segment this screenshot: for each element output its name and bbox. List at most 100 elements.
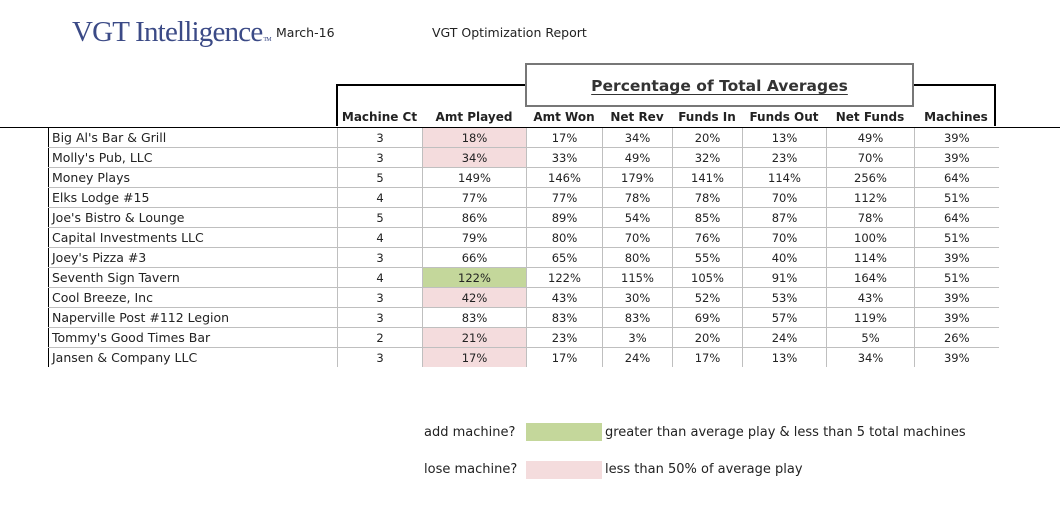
funds-out-cell: 53%: [742, 287, 827, 308]
net-rev-cell: 179%: [602, 167, 673, 188]
table-row: Naperville Post #112 Legion 3 83% 83% 83% 69%…: [48, 307, 999, 328]
funds-in-cell: 78%: [672, 187, 743, 208]
funds-out-cell: 87%: [742, 207, 827, 228]
amt-played-cell: 79%: [422, 227, 527, 248]
net-rev-cell: 49%: [602, 147, 673, 168]
location-name-cell: Cool Breeze, Inc: [48, 287, 338, 308]
legend-lose-swatch: [526, 461, 602, 479]
amt-played-cell: 83%: [422, 307, 527, 328]
machine-ct-cell: 3: [337, 347, 423, 367]
table-body: Big Al's Bar & Grill 3 18% 17% 34% 20% 13% 49% 3…: [48, 128, 999, 367]
machines-cell: 51%: [914, 267, 999, 288]
location-name-cell: Money Plays: [48, 167, 338, 188]
location-name-cell: Joe's Bistro & Lounge: [48, 207, 338, 228]
location-name-cell: Tommy's Good Times Bar: [48, 327, 338, 348]
machine-ct-cell: 4: [337, 267, 423, 288]
net-funds-cell: 164%: [826, 267, 915, 288]
net-rev-cell: 34%: [602, 128, 673, 148]
col-header-machine-ct: Machine Ct: [341, 110, 418, 124]
funds-out-cell: 70%: [742, 187, 827, 208]
amt-won-cell: 89%: [526, 207, 603, 228]
funds-in-cell: 55%: [672, 247, 743, 268]
machines-cell: 64%: [914, 207, 999, 228]
funds-out-cell: 40%: [742, 247, 827, 268]
report-date: March-16: [276, 25, 335, 40]
table-row: Molly's Pub, LLC 3 34% 33% 49% 32% 23% 70% 39%: [48, 147, 999, 168]
funds-in-cell: 20%: [672, 327, 743, 348]
amt-won-cell: 33%: [526, 147, 603, 168]
funds-in-cell: 76%: [672, 227, 743, 248]
amt-played-cell: 149%: [422, 167, 527, 188]
amt-won-cell: 83%: [526, 307, 603, 328]
machines-cell: 39%: [914, 307, 999, 328]
funds-in-cell: 32%: [672, 147, 743, 168]
logo-text: VGT Intelligence: [72, 16, 263, 48]
amt-played-cell: 42%: [422, 287, 527, 308]
net-funds-cell: 100%: [826, 227, 915, 248]
funds-out-cell: 57%: [742, 307, 827, 328]
logo-trademark: TM: [263, 37, 271, 43]
net-rev-cell: 3%: [602, 327, 673, 348]
table-row: Money Plays 5 149% 146% 179% 141% 114% 256% 64%: [48, 167, 999, 188]
amt-played-cell: 18%: [422, 128, 527, 148]
machine-ct-cell: 3: [337, 147, 423, 168]
location-name-cell: Seventh Sign Tavern: [48, 267, 338, 288]
location-name-cell: Jansen & Company LLC: [48, 347, 338, 367]
funds-out-cell: 114%: [742, 167, 827, 188]
funds-in-cell: 69%: [672, 307, 743, 328]
table-row: Jansen & Company LLC 3 17% 17% 24% 17% 13% 34% 3…: [48, 347, 999, 367]
funds-out-cell: 13%: [742, 347, 827, 367]
table-row: Cool Breeze, Inc 3 42% 43% 30% 52% 53% 43% 39%: [48, 287, 999, 308]
amt-won-cell: 146%: [526, 167, 603, 188]
col-header-net-funds: Net Funds: [835, 110, 905, 124]
table-row: Seventh Sign Tavern 4 122% 122% 115% 105% 91% 1…: [48, 267, 999, 288]
funds-out-cell: 24%: [742, 327, 827, 348]
col-header-amt-won: Amt Won: [533, 110, 595, 124]
legend-add-text: greater than average play & less than 5 …: [605, 425, 966, 440]
location-name-cell: Joey's Pizza #3: [48, 247, 338, 268]
machine-ct-cell: 3: [337, 128, 423, 148]
machines-cell: 39%: [914, 347, 999, 367]
machine-ct-cell: 4: [337, 227, 423, 248]
machines-cell: 51%: [914, 227, 999, 248]
amt-played-cell: 17%: [422, 347, 527, 367]
net-rev-cell: 24%: [602, 347, 673, 367]
funds-in-cell: 141%: [672, 167, 743, 188]
table-row: Joey's Pizza #3 3 66% 65% 80% 55% 40% 114% 39%: [48, 247, 999, 268]
funds-out-cell: 13%: [742, 128, 827, 148]
legend-add-swatch: [526, 423, 602, 441]
location-name-cell: Capital Investments LLC: [48, 227, 338, 248]
machines-cell: 64%: [914, 167, 999, 188]
net-funds-cell: 78%: [826, 207, 915, 228]
funds-out-cell: 70%: [742, 227, 827, 248]
section-title: Percentage of Total Averages: [591, 77, 848, 95]
amt-played-cell: 77%: [422, 187, 527, 208]
table-row: Big Al's Bar & Grill 3 18% 17% 34% 20% 13% 49% 3…: [48, 128, 999, 148]
amt-won-cell: 77%: [526, 187, 603, 208]
table-row: Joe's Bistro & Lounge 5 86% 89% 54% 85% 87% 78%…: [48, 207, 999, 228]
net-rev-cell: 54%: [602, 207, 673, 228]
net-rev-cell: 115%: [602, 267, 673, 288]
amt-won-cell: 65%: [526, 247, 603, 268]
location-name-cell: Big Al's Bar & Grill: [48, 128, 338, 148]
machines-cell: 51%: [914, 187, 999, 208]
machines-cell: 39%: [914, 147, 999, 168]
net-rev-cell: 30%: [602, 287, 673, 308]
location-name-cell: Molly's Pub, LLC: [48, 147, 338, 168]
vgt-intelligence-logo: VGT IntelligenceTM: [72, 16, 272, 49]
legend-lose-text: less than 50% of average play: [605, 462, 803, 477]
machine-ct-cell: 4: [337, 187, 423, 208]
machine-ct-cell: 3: [337, 247, 423, 268]
net-rev-cell: 70%: [602, 227, 673, 248]
table-row: Elks Lodge #15 4 77% 77% 78% 78% 70% 112% 51%: [48, 187, 999, 208]
amt-won-cell: 23%: [526, 327, 603, 348]
amt-played-cell: 21%: [422, 327, 527, 348]
net-funds-cell: 119%: [826, 307, 915, 328]
net-funds-cell: 256%: [826, 167, 915, 188]
funds-in-cell: 105%: [672, 267, 743, 288]
amt-won-cell: 43%: [526, 287, 603, 308]
net-funds-cell: 112%: [826, 187, 915, 208]
amt-played-cell: 86%: [422, 207, 527, 228]
table-row: Tommy's Good Times Bar 2 21% 23% 3% 20% 24% 5% 2…: [48, 327, 999, 348]
machine-ct-cell: 3: [337, 287, 423, 308]
